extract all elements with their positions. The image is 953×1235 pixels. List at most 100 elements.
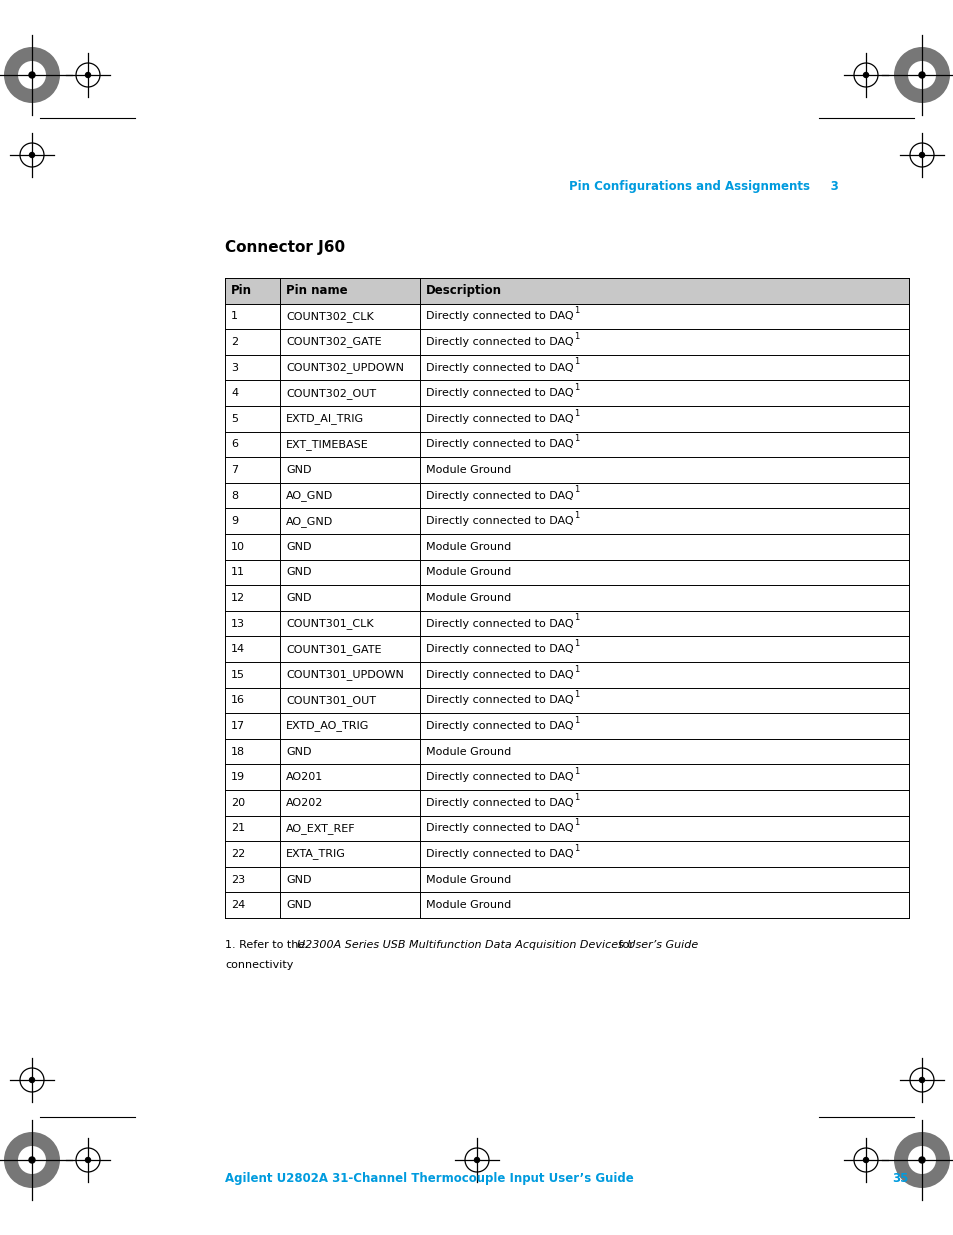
Text: 19: 19	[231, 772, 245, 782]
Text: Pin name: Pin name	[286, 284, 347, 298]
Text: Directly connected to DAQ: Directly connected to DAQ	[426, 721, 573, 731]
Text: 1: 1	[574, 485, 578, 494]
Text: 4: 4	[231, 388, 238, 398]
Text: AO_GND: AO_GND	[286, 516, 333, 526]
Text: Description: Description	[426, 284, 501, 298]
Text: 6: 6	[231, 440, 237, 450]
Text: 1: 1	[574, 614, 578, 622]
Text: EXTD_AI_TRIG: EXTD_AI_TRIG	[286, 414, 364, 425]
Text: COUNT302_GATE: COUNT302_GATE	[286, 337, 381, 347]
Text: 1: 1	[574, 793, 578, 802]
Text: 1: 1	[574, 716, 578, 725]
Circle shape	[907, 61, 935, 89]
Circle shape	[907, 1146, 935, 1174]
Circle shape	[919, 152, 923, 158]
Text: Directly connected to DAQ: Directly connected to DAQ	[426, 337, 573, 347]
Text: COUNT301_OUT: COUNT301_OUT	[286, 695, 375, 706]
Text: Directly connected to DAQ: Directly connected to DAQ	[426, 440, 573, 450]
Text: GND: GND	[286, 567, 312, 578]
Text: GND: GND	[286, 874, 312, 884]
Text: 24: 24	[231, 900, 245, 910]
Text: Connector J60: Connector J60	[225, 240, 345, 254]
Text: EXTD_AO_TRIG: EXTD_AO_TRIG	[286, 720, 369, 731]
Text: 9: 9	[231, 516, 238, 526]
Text: COUNT302_OUT: COUNT302_OUT	[286, 388, 375, 399]
Circle shape	[18, 61, 46, 89]
Text: COUNT301_UPDOWN: COUNT301_UPDOWN	[286, 669, 403, 680]
Text: 16: 16	[231, 695, 245, 705]
Circle shape	[86, 73, 91, 78]
Text: Pin Configurations and Assignments     3: Pin Configurations and Assignments 3	[569, 180, 838, 193]
Text: 1: 1	[574, 819, 578, 827]
Text: 18: 18	[231, 747, 245, 757]
Text: Directly connected to DAQ: Directly connected to DAQ	[426, 695, 573, 705]
Text: 1: 1	[574, 306, 578, 315]
Text: Directly connected to DAQ: Directly connected to DAQ	[426, 363, 573, 373]
Text: 20: 20	[231, 798, 245, 808]
Text: Directly connected to DAQ: Directly connected to DAQ	[426, 388, 573, 398]
Text: 3: 3	[231, 363, 237, 373]
Text: GND: GND	[286, 542, 312, 552]
Text: Pin: Pin	[231, 284, 252, 298]
Circle shape	[29, 1157, 35, 1163]
Text: COUNT301_GATE: COUNT301_GATE	[286, 643, 381, 655]
Text: COUNT302_CLK: COUNT302_CLK	[286, 311, 374, 322]
Circle shape	[918, 72, 924, 78]
Text: 17: 17	[231, 721, 245, 731]
Circle shape	[893, 1132, 949, 1188]
Circle shape	[474, 1157, 479, 1162]
Text: Directly connected to DAQ: Directly connected to DAQ	[426, 516, 573, 526]
Text: 7: 7	[231, 466, 238, 475]
Text: Directly connected to DAQ: Directly connected to DAQ	[426, 619, 573, 629]
Text: 15: 15	[231, 669, 245, 679]
Text: Directly connected to DAQ: Directly connected to DAQ	[426, 645, 573, 655]
Text: 14: 14	[231, 645, 245, 655]
Text: 1: 1	[574, 638, 578, 648]
Circle shape	[919, 1077, 923, 1083]
Text: 1: 1	[574, 435, 578, 443]
Text: 35: 35	[892, 1172, 908, 1186]
Text: 21: 21	[231, 824, 245, 834]
Text: Directly connected to DAQ: Directly connected to DAQ	[426, 824, 573, 834]
Text: Module Ground: Module Ground	[426, 900, 511, 910]
Text: 2: 2	[231, 337, 238, 347]
Text: AO_EXT_REF: AO_EXT_REF	[286, 823, 355, 834]
Text: Module Ground: Module Ground	[426, 542, 511, 552]
Text: 1: 1	[574, 409, 578, 417]
Text: 12: 12	[231, 593, 245, 603]
Text: AO_GND: AO_GND	[286, 490, 333, 501]
Text: EXT_TIMEBASE: EXT_TIMEBASE	[286, 438, 369, 450]
Text: 1: 1	[574, 844, 578, 853]
Text: 22: 22	[231, 848, 245, 860]
Text: EXTA_TRIG: EXTA_TRIG	[286, 848, 346, 860]
Text: Module Ground: Module Ground	[426, 567, 511, 578]
Text: 1: 1	[574, 383, 578, 391]
Circle shape	[893, 47, 949, 103]
Text: 1: 1	[574, 511, 578, 520]
Circle shape	[918, 1157, 924, 1163]
Text: GND: GND	[286, 593, 312, 603]
Circle shape	[30, 1077, 34, 1083]
Text: Directly connected to DAQ: Directly connected to DAQ	[426, 414, 573, 424]
Text: 1: 1	[574, 332, 578, 341]
Text: 23: 23	[231, 874, 245, 884]
Text: for: for	[615, 940, 633, 950]
Text: Directly connected to DAQ: Directly connected to DAQ	[426, 311, 573, 321]
Text: GND: GND	[286, 747, 312, 757]
Text: GND: GND	[286, 466, 312, 475]
Text: connectivity: connectivity	[225, 960, 294, 969]
Circle shape	[4, 1132, 60, 1188]
Circle shape	[862, 73, 867, 78]
Text: Directly connected to DAQ: Directly connected to DAQ	[426, 848, 573, 860]
Text: 13: 13	[231, 619, 245, 629]
Text: COUNT301_CLK: COUNT301_CLK	[286, 619, 374, 629]
Text: AO201: AO201	[286, 772, 323, 782]
Text: 1: 1	[574, 690, 578, 699]
Circle shape	[86, 1157, 91, 1162]
Text: 8: 8	[231, 490, 238, 500]
Text: Module Ground: Module Ground	[426, 747, 511, 757]
Text: AO202: AO202	[286, 798, 323, 808]
Text: Directly connected to DAQ: Directly connected to DAQ	[426, 490, 573, 500]
Text: 1. Refer to the: 1. Refer to the	[225, 940, 309, 950]
Text: GND: GND	[286, 900, 312, 910]
